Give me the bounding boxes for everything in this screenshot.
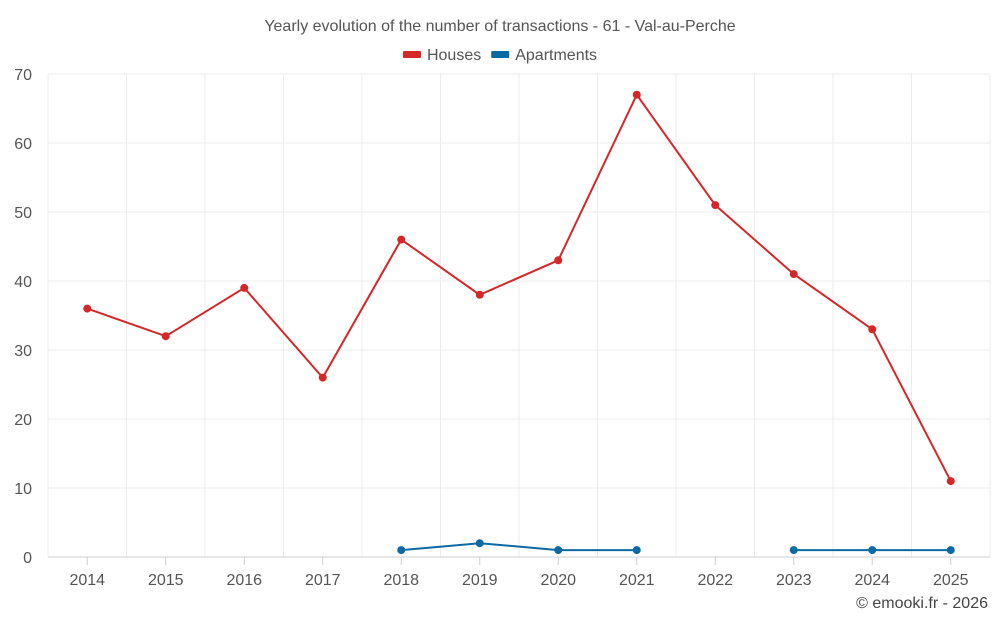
- data-point[interactable]: [475, 539, 484, 548]
- y-tick-label: 40: [14, 274, 32, 291]
- y-tick-label: 0: [23, 550, 32, 567]
- y-tick-label: 60: [14, 136, 32, 153]
- x-tick-label: 2014: [69, 572, 105, 589]
- credit-text: © emooki.fr - 2026: [856, 595, 988, 612]
- data-point[interactable]: [83, 304, 92, 313]
- y-tick-label: 10: [14, 481, 32, 498]
- chart-title: Yearly evolution of the number of transa…: [264, 18, 735, 35]
- legend-label: Apartments: [515, 47, 597, 64]
- legend-item-houses[interactable]: Houses: [402, 47, 481, 64]
- series-houses[interactable]: [83, 90, 955, 486]
- series-group: [83, 90, 955, 555]
- data-point[interactable]: [789, 270, 798, 279]
- x-tick-label: 2020: [540, 572, 576, 589]
- legend-label: Houses: [427, 47, 481, 64]
- data-point[interactable]: [711, 201, 720, 210]
- data-point[interactable]: [632, 90, 641, 99]
- series-line: [86, 92, 952, 482]
- x-tick-label: 2017: [305, 572, 341, 589]
- x-tick-label: 2025: [933, 572, 969, 589]
- y-tick-label: 70: [14, 67, 32, 84]
- y-tick-label: 30: [14, 343, 32, 360]
- legend-swatch: [491, 51, 510, 58]
- x-tick-label: 2022: [697, 572, 733, 589]
- data-point[interactable]: [397, 235, 406, 244]
- legend-item-apartments[interactable]: Apartments: [491, 47, 597, 64]
- series-line: [401, 542, 637, 552]
- data-point[interactable]: [946, 477, 955, 486]
- x-tick-label: 2024: [854, 572, 890, 589]
- data-point[interactable]: [475, 290, 484, 299]
- legend[interactable]: Houses Apartments: [402, 47, 597, 64]
- grid: [47, 73, 991, 557]
- y-tick-label: 20: [14, 412, 32, 429]
- data-point[interactable]: [868, 325, 877, 334]
- y-tick-label: 50: [14, 205, 32, 222]
- data-point[interactable]: [318, 373, 327, 382]
- x-tick-label: 2018: [383, 572, 419, 589]
- data-point[interactable]: [397, 546, 406, 555]
- x-tick-label: 2015: [148, 572, 184, 589]
- legend-swatch: [402, 51, 421, 58]
- data-point[interactable]: [868, 546, 877, 555]
- data-point[interactable]: [946, 546, 955, 555]
- x-tick-label: 2023: [776, 572, 812, 589]
- x-tick-label: 2019: [462, 572, 498, 589]
- data-point[interactable]: [554, 256, 563, 265]
- data-point[interactable]: [789, 546, 798, 555]
- data-point[interactable]: [554, 546, 563, 555]
- x-tick-label: 2021: [619, 572, 655, 589]
- series-apartments[interactable]: [397, 539, 955, 555]
- data-point[interactable]: [240, 283, 249, 292]
- x-tick-label: 2016: [226, 572, 262, 589]
- axes: 0 10 20 30 40 50 60 70 2014 2015 2016 2017 2018 2019 2…: [14, 67, 990, 589]
- data-point[interactable]: [632, 546, 641, 555]
- data-point[interactable]: [161, 332, 170, 341]
